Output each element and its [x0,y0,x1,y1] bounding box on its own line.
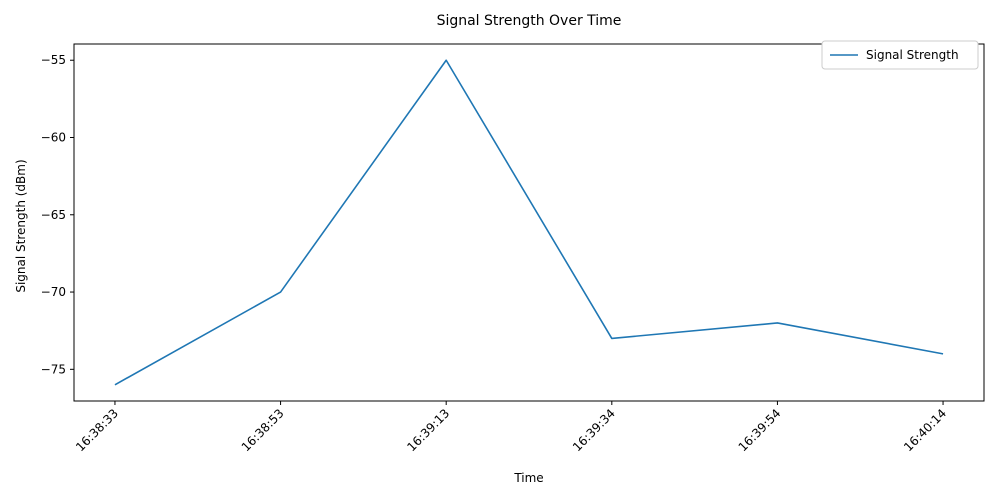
y-tick-label: −65 [41,208,66,222]
series-line-signal-strength [114,59,944,386]
y-tick-label: −55 [41,53,66,67]
axes-frame [73,43,985,402]
legend-box [821,40,979,70]
chart-title: Signal Strength Over Time [437,13,622,29]
x-axis-title: Time [513,471,543,485]
y-tick-label: −60 [41,131,66,145]
y-axis-title: Signal Strength (dBm) [14,159,28,292]
y-tick-label: −70 [41,285,66,299]
y-tick-label: −75 [41,362,66,376]
legend-label: Signal Strength [866,48,959,62]
legend: Signal Strength [821,40,979,70]
